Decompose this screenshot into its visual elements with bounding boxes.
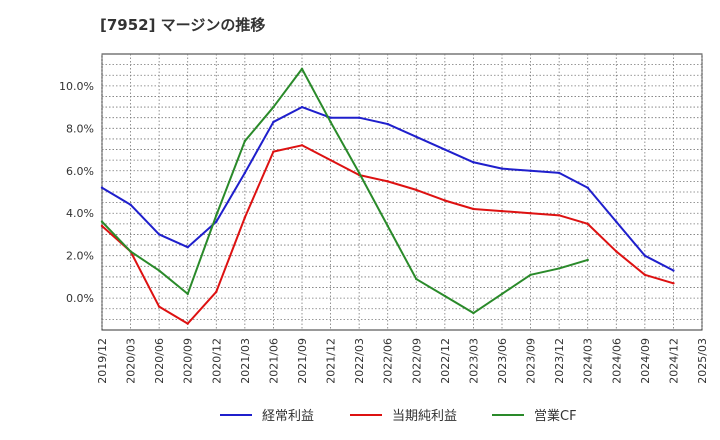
data-point: [215, 220, 218, 223]
data-point: [615, 220, 618, 223]
data-point: [243, 139, 247, 143]
data-point: [272, 150, 275, 153]
data-point: [186, 246, 189, 249]
x-tick-label: 2021/09: [296, 338, 309, 384]
grid-layer: [101, 54, 703, 330]
data-point: [100, 220, 104, 223]
data-point: [500, 209, 504, 213]
data-point: [386, 180, 389, 183]
data-point: [300, 67, 304, 71]
data-point: [386, 224, 389, 228]
legend-label: 経常利益: [262, 409, 314, 424]
data-point: [329, 158, 332, 162]
x-tick-label: 2024/12: [667, 338, 680, 384]
data-point: [300, 144, 304, 147]
y-axis-ticks: 0.0% 2.0% 4.0% 6.0% 8.0% 10.0%: [59, 80, 94, 305]
data-point: [586, 186, 589, 189]
data-point: [586, 222, 589, 226]
data-point: [243, 216, 247, 219]
data-point: [357, 171, 361, 175]
data-point: [557, 171, 561, 175]
data-point: [557, 214, 561, 217]
x-tick-label: 2019/12: [96, 338, 109, 384]
data-point: [443, 199, 447, 202]
x-tick-label: 2022/06: [382, 338, 395, 384]
data-point: [300, 105, 304, 109]
y-tick-label: 4.0%: [66, 207, 94, 220]
x-tick-label: 2020/03: [125, 338, 138, 384]
x-tick-label: 2025/03: [696, 338, 709, 384]
x-tick-label: 2023/12: [553, 338, 566, 384]
data-point: [586, 258, 589, 262]
data-point: [157, 305, 161, 308]
x-tick-label: 2023/03: [467, 338, 480, 384]
series-layer: [100, 67, 675, 325]
y-tick-label: 6.0%: [66, 165, 94, 178]
chart-title: [7952] マージンの推移: [100, 16, 266, 34]
x-tick-label: 2024/03: [582, 338, 595, 384]
y-tick-label: 0.0%: [66, 292, 94, 305]
data-point: [100, 224, 104, 228]
series-line: [101, 67, 588, 315]
data-point: [472, 311, 475, 315]
data-point: [529, 273, 532, 276]
data-point: [643, 273, 647, 276]
data-point: [215, 214, 218, 217]
data-point: [672, 282, 675, 285]
data-point: [357, 116, 361, 119]
x-tick-label: 2020/09: [182, 338, 195, 384]
data-point: [272, 120, 275, 124]
x-tick-label: 2023/06: [496, 338, 509, 384]
plot-area: [101, 53, 703, 331]
legend-label: 営業CF: [534, 408, 577, 424]
data-point: [415, 188, 418, 192]
data-point: [472, 207, 475, 211]
x-tick-label: 2022/09: [410, 338, 423, 384]
data-point: [672, 269, 675, 272]
x-tick-label: 2024/09: [639, 338, 652, 384]
data-point: [329, 116, 332, 119]
data-point: [386, 122, 389, 126]
data-point: [157, 269, 161, 272]
data-point: [215, 290, 218, 293]
data-point: [643, 254, 647, 257]
x-tick-label: 2024/06: [610, 338, 623, 384]
data-point: [529, 169, 532, 172]
x-tick-label: 2021/06: [267, 338, 280, 384]
y-tick-label: 8.0%: [66, 122, 94, 135]
x-tick-label: 2022/03: [353, 338, 366, 384]
data-point: [129, 203, 132, 206]
data-point: [186, 292, 189, 296]
data-point: [443, 148, 447, 151]
legend-label: 当期純利益: [392, 409, 457, 424]
x-tick-label: 2020/06: [153, 338, 166, 384]
data-point: [100, 186, 104, 189]
data-point: [615, 250, 618, 253]
data-point: [443, 294, 447, 298]
y-tick-label: 10.0%: [59, 80, 94, 93]
data-point: [500, 167, 504, 170]
data-point: [129, 250, 132, 253]
x-tick-label: 2021/03: [239, 338, 252, 384]
legend: 経常利益 当期純利益 営業CF: [220, 408, 577, 424]
data-point: [272, 105, 275, 109]
data-point: [186, 322, 189, 325]
x-tick-label: 2023/09: [525, 338, 538, 384]
y-tick-label: 2.0%: [66, 250, 94, 263]
x-tick-label: 2020/12: [210, 338, 223, 384]
data-point: [557, 267, 561, 270]
data-point: [157, 233, 161, 236]
x-tick-label: 2021/12: [325, 338, 338, 384]
x-axis-ticks: 2019/12 2020/03 2020/06 2020/09 2020/12 2021/…: [96, 338, 709, 384]
data-point: [329, 120, 332, 124]
x-tick-label: 2022/12: [439, 338, 452, 384]
data-point: [529, 212, 532, 215]
data-point: [500, 292, 504, 296]
data-point: [243, 171, 247, 175]
data-point: [472, 161, 475, 164]
data-point: [415, 277, 418, 281]
data-point: [415, 135, 418, 138]
